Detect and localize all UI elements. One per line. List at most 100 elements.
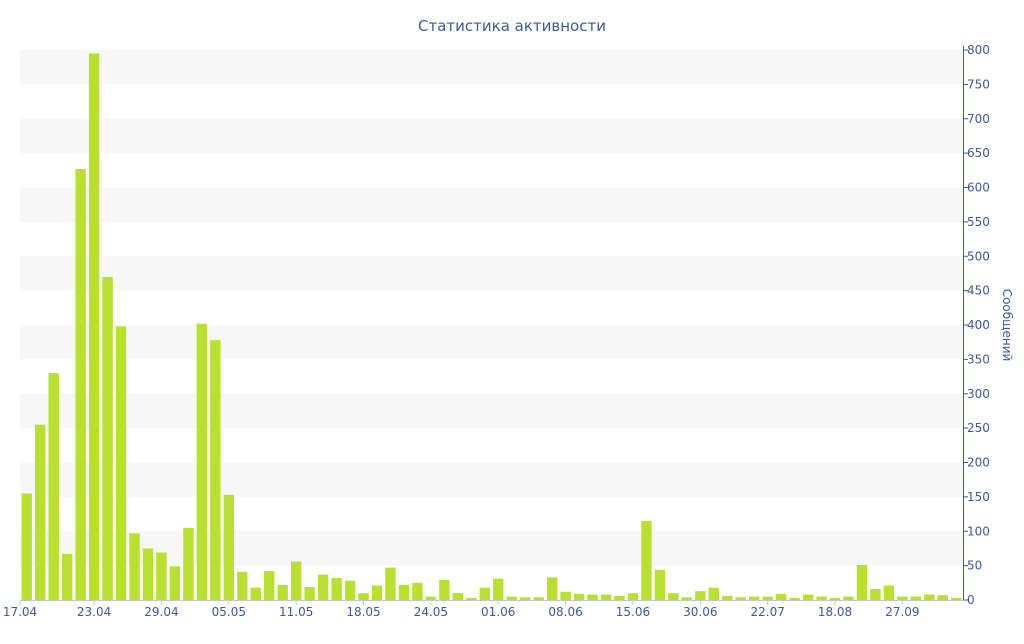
bar[interactable] — [385, 567, 396, 600]
grid-band — [20, 393, 963, 429]
bar[interactable] — [237, 571, 248, 600]
x-tick-label: 22.07 — [750, 605, 784, 619]
y-axis-label: Сообщений — [1000, 289, 1014, 362]
bar[interactable] — [196, 323, 208, 600]
bar[interactable] — [223, 494, 234, 600]
bar[interactable] — [61, 553, 73, 600]
bar[interactable] — [708, 587, 719, 600]
x-tick-label: 18.05 — [346, 605, 380, 619]
bar[interactable] — [722, 595, 733, 600]
y-tick-label: 200 — [967, 456, 990, 470]
grid-bands — [20, 50, 963, 566]
bar[interactable] — [951, 597, 962, 600]
bar[interactable] — [317, 574, 329, 600]
grid-band — [20, 531, 963, 566]
bar[interactable] — [115, 326, 127, 600]
bar[interactable] — [829, 597, 841, 600]
bar[interactable] — [412, 582, 423, 600]
bar[interactable] — [493, 578, 504, 600]
bar[interactable] — [937, 595, 948, 600]
x-tick-label: 29.04 — [144, 605, 178, 619]
bar[interactable] — [479, 587, 490, 600]
bar[interactable] — [277, 584, 288, 600]
y-tick-label: 150 — [967, 490, 990, 504]
bar[interactable] — [331, 578, 342, 600]
bar[interactable] — [506, 596, 517, 600]
y-tick-label: 600 — [967, 181, 990, 195]
x-tick-label: 18.08 — [818, 605, 852, 619]
bar[interactable] — [870, 589, 881, 600]
bar[interactable] — [290, 561, 302, 601]
bar[interactable] — [762, 596, 773, 600]
bar[interactable] — [75, 168, 86, 600]
y-tick-label: 550 — [967, 215, 990, 229]
y-axis-ticks: 0 50 100 150 200 250 300 350 400 450 500 550 600 650 7… — [963, 43, 990, 607]
bar[interactable] — [910, 596, 922, 600]
bar[interactable] — [142, 548, 154, 600]
bar[interactable] — [600, 594, 612, 601]
bar[interactable] — [156, 552, 167, 600]
bar[interactable] — [533, 597, 544, 600]
bar[interactable] — [816, 596, 827, 600]
y-tick-label: 350 — [967, 352, 990, 366]
bar[interactable] — [897, 596, 908, 600]
bar[interactable] — [883, 585, 895, 600]
bar[interactable] — [439, 580, 450, 600]
bar[interactable] — [358, 593, 369, 600]
bar[interactable] — [88, 53, 100, 600]
bar[interactable] — [681, 597, 693, 600]
bar[interactable] — [169, 566, 181, 600]
bar[interactable] — [304, 586, 315, 600]
bar[interactable] — [789, 597, 800, 600]
bar[interactable] — [802, 594, 814, 601]
x-tick-label: 17.04 — [3, 605, 37, 619]
bar[interactable] — [843, 596, 854, 600]
bar[interactable] — [573, 593, 585, 600]
bar[interactable] — [735, 597, 746, 600]
bar[interactable] — [452, 593, 464, 600]
bar[interactable] — [425, 596, 437, 600]
x-tick-label: 08.06 — [548, 605, 582, 619]
bar[interactable] — [398, 584, 410, 600]
bar[interactable] — [641, 520, 652, 600]
bar[interactable] — [250, 587, 261, 600]
grid-band — [20, 187, 963, 222]
grid-band — [20, 462, 963, 497]
bar[interactable] — [587, 594, 598, 601]
bar[interactable] — [102, 276, 113, 600]
x-tick-label: 27.09 — [885, 605, 919, 619]
bar[interactable] — [668, 593, 679, 600]
bar[interactable] — [775, 593, 787, 600]
y-tick-label: 50 — [967, 559, 982, 573]
x-tick-label: 30.06 — [683, 605, 717, 619]
grid-band — [20, 50, 963, 85]
bar[interactable] — [749, 596, 760, 600]
bar[interactable] — [264, 571, 275, 600]
bar[interactable] — [35, 424, 46, 600]
bar[interactable] — [466, 597, 477, 600]
x-tick-label: 01.06 — [481, 605, 515, 619]
bar[interactable] — [519, 597, 531, 600]
x-tick-label: 24.05 — [414, 605, 448, 619]
bar[interactable] — [924, 594, 935, 601]
bar[interactable] — [627, 593, 639, 600]
bar[interactable] — [695, 591, 706, 600]
x-tick-label: 15.06 — [616, 605, 650, 619]
bar[interactable] — [654, 569, 666, 600]
x-tick-label: 23.04 — [77, 605, 111, 619]
bar[interactable] — [371, 585, 383, 600]
bar[interactable] — [614, 595, 625, 600]
bar[interactable] — [21, 493, 32, 600]
bar[interactable] — [856, 564, 868, 600]
y-tick-label: 750 — [967, 77, 990, 91]
x-tick-label: 11.05 — [279, 605, 313, 619]
bar[interactable] — [344, 580, 356, 600]
bar[interactable] — [183, 527, 194, 600]
bar[interactable] — [546, 577, 558, 600]
x-tick-label: 05.05 — [212, 605, 246, 619]
bar[interactable] — [560, 591, 571, 600]
bar[interactable] — [129, 533, 140, 600]
y-tick-label: 300 — [967, 387, 990, 401]
bar[interactable] — [210, 340, 221, 600]
bar[interactable] — [48, 373, 59, 600]
